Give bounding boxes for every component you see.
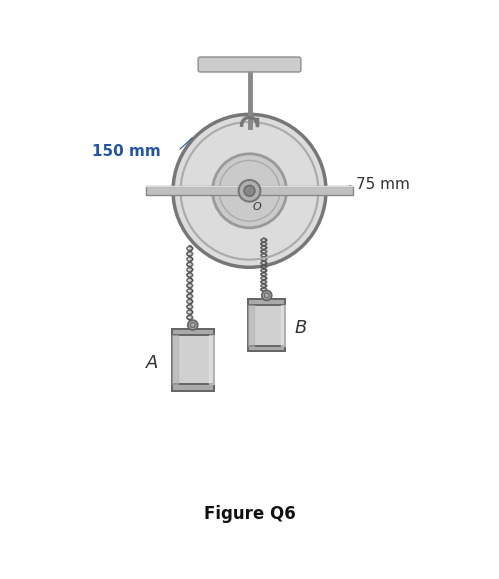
FancyBboxPatch shape [198, 57, 301, 72]
Text: Figure Q6: Figure Q6 [204, 505, 295, 523]
Bar [172, 384, 214, 391]
Text: 150 mm: 150 mm [92, 144, 161, 159]
Text: O: O [252, 201, 261, 212]
Text: 75 mm: 75 mm [356, 177, 410, 192]
Bar [172, 329, 214, 391]
Bar [249, 346, 285, 351]
Circle shape [213, 154, 286, 228]
Bar [249, 299, 285, 351]
Bar [172, 329, 214, 335]
Circle shape [188, 320, 198, 330]
Bar [249, 299, 285, 305]
Circle shape [239, 180, 260, 201]
Text: B: B [294, 319, 306, 337]
Circle shape [244, 185, 255, 196]
Circle shape [173, 114, 326, 267]
Text: A: A [146, 354, 158, 372]
Bar [146, 186, 353, 195]
Circle shape [262, 291, 271, 301]
